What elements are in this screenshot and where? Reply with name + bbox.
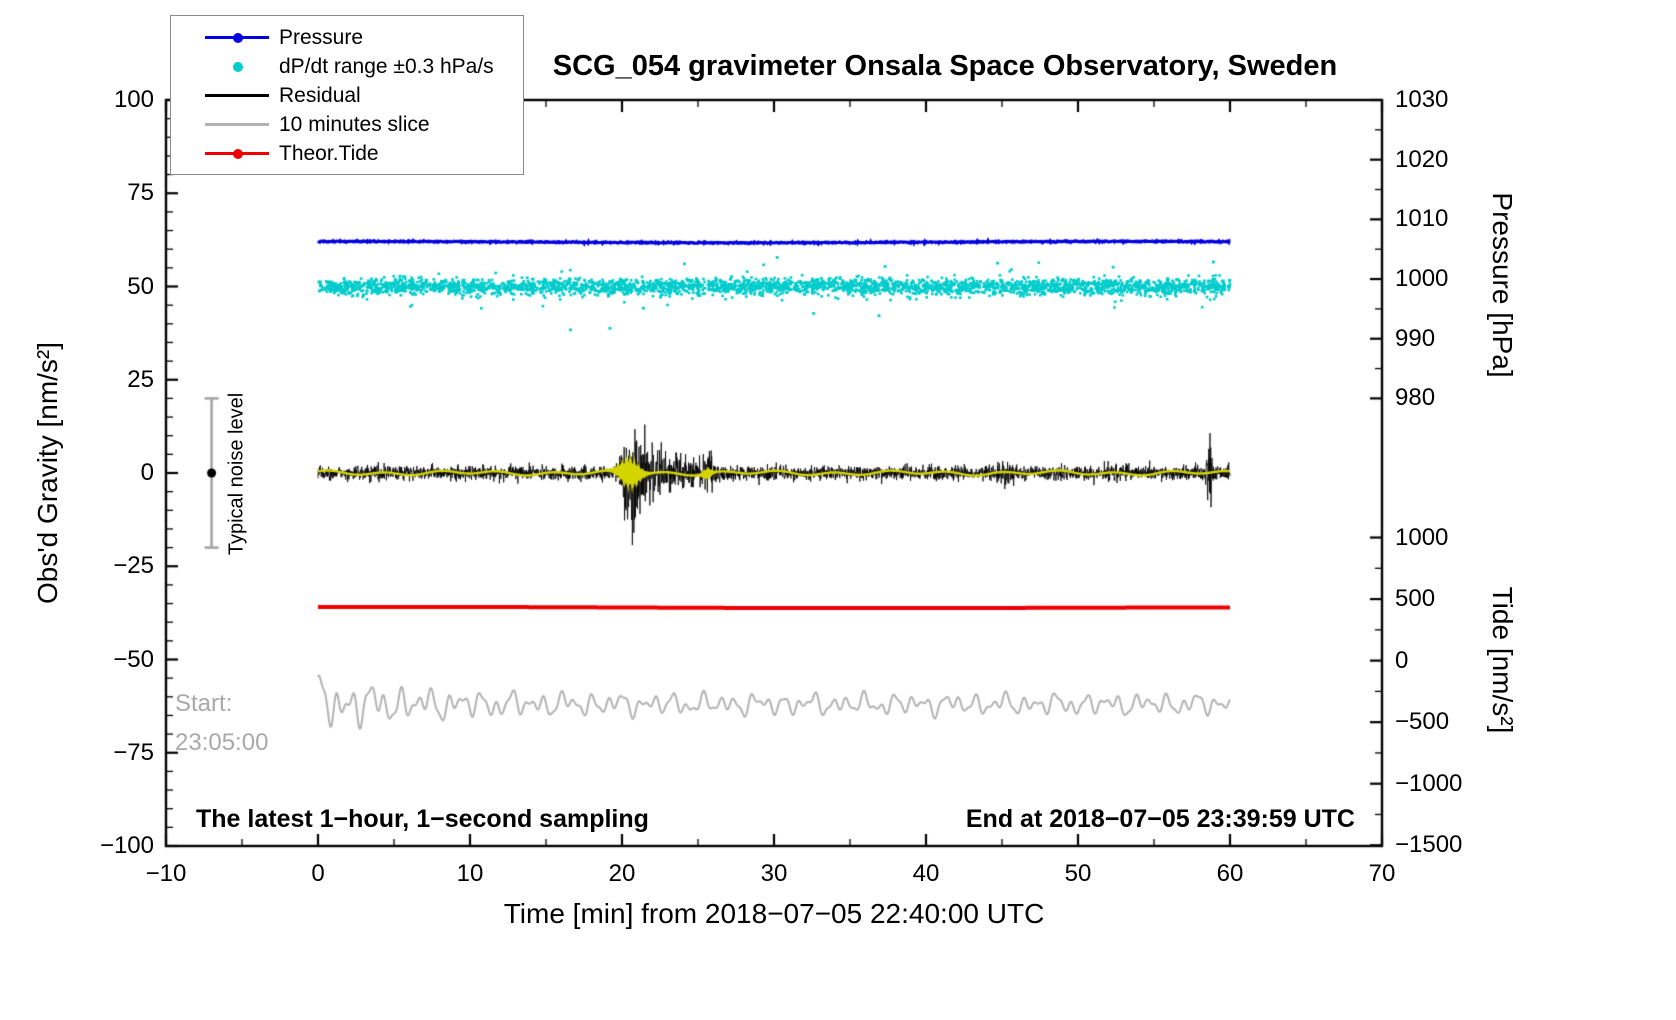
legend-label: dP/dt range ±0.3 hPa/s [279, 54, 494, 78]
x-tick-label: 60 [1216, 860, 1244, 887]
legend-marker-line [205, 122, 269, 126]
legend-line-marker-icon [205, 86, 269, 106]
x-axis-title: Time [min] from 2018−07−05 22:40:00 UTC [503, 898, 1045, 929]
legend-item-0: Pressure [171, 23, 523, 52]
x-tick-label: 10 [456, 860, 484, 887]
x-tick-label: 50 [1064, 860, 1092, 887]
gravity-tick-label: 25 [127, 365, 154, 393]
start-annotation: Start: 23:05:00 [175, 684, 268, 762]
legend-item-1: dP/dt range ±0.3 hPa/s [171, 52, 523, 81]
pressure-tick-label: 1020 [1395, 145, 1449, 173]
gravity-tick-label: 75 [127, 179, 154, 207]
x-tick-label: −10 [145, 860, 187, 887]
legend-item-3: 10 minutes slice [171, 110, 523, 139]
x-tick-label: 70 [1368, 860, 1396, 887]
legend-item-2: Residual [171, 81, 523, 110]
pressure-tick-label: 1030 [1395, 86, 1449, 113]
pressure-tick-label: 980 [1395, 384, 1436, 412]
legend-marker-dot [233, 32, 243, 43]
legend-line-marker-icon [205, 115, 269, 135]
tide-tick-label: 500 [1395, 585, 1436, 613]
tide-tick-label: 1000 [1395, 523, 1449, 551]
legend-marker-dot [233, 61, 243, 72]
pressure-tick-label: 1000 [1395, 265, 1449, 293]
legend: Pressure dP/dt range ±0.3 hPa/s Residual 10… [170, 15, 524, 175]
pressure-tick-label: 1010 [1395, 205, 1449, 233]
legend-line-dot-marker-icon [205, 144, 269, 164]
legend-dot-marker-icon [205, 57, 269, 77]
legend-label: 10 minutes slice [279, 112, 430, 136]
pressure-tick-label: 990 [1395, 324, 1436, 352]
gravity-tick-label: 50 [127, 272, 154, 300]
legend-marker-dot [233, 148, 243, 159]
gravity-tick-label: −25 [113, 552, 154, 580]
legend-item-4: Theor.Tide [171, 139, 523, 168]
gravity-tick-label: 100 [113, 86, 154, 113]
legend-label: Residual [279, 83, 361, 107]
tide-axis-title: Tide [nm/s²] [1487, 586, 1518, 734]
x-tick-label: 40 [912, 860, 940, 887]
tide-tick-label: −1000 [1395, 769, 1463, 797]
sampling-note: The latest 1−hour, 1−second sampling [196, 805, 649, 833]
gravity-tick-label: −50 [113, 645, 154, 673]
tide-tick-label: −500 [1395, 708, 1450, 736]
legend-label: Pressure [279, 25, 364, 49]
tide-tick-label: 0 [1395, 646, 1409, 674]
start-annotation-time: 23:05:00 [175, 729, 269, 756]
legend-marker-line [205, 93, 269, 97]
end-time-note: End at 2018−07−05 23:39:59 UTC [965, 805, 1355, 833]
pressure-axis-title: Pressure [hPa] [1487, 192, 1518, 378]
start-annotation-label: Start: [175, 690, 233, 717]
x-tick-label: 20 [608, 860, 636, 887]
tide-tick-label: −1500 [1395, 831, 1463, 859]
left-axis-title: Obs'd Gravity [nm/s²] [32, 341, 63, 605]
gravity-tick-label: 0 [140, 459, 154, 486]
legend-label: Theor.Tide [279, 141, 379, 165]
x-tick-label: 0 [311, 860, 325, 887]
x-tick-label: 30 [760, 860, 788, 887]
legend-line-dot-marker-icon [205, 28, 269, 48]
gravity-tick-label: −75 [113, 738, 154, 766]
gravity-tick-label: −100 [99, 832, 154, 859]
typical-noise-level-label: Typical noise level [225, 392, 248, 556]
chart-title: SCG_054 gravimeter Onsala Space Observat… [552, 50, 1338, 82]
